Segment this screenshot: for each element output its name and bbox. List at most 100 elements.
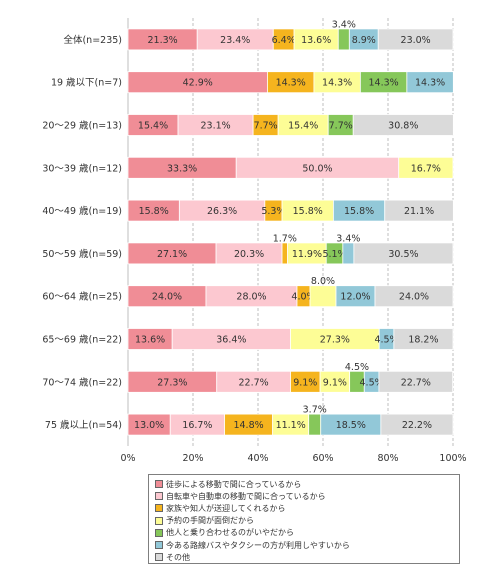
- legend-swatch: [155, 516, 163, 525]
- legend-label: 自転車や自動車の移動で間に合っているから: [166, 491, 326, 501]
- data-label: 7.7%: [254, 121, 278, 132]
- x-tick-label: 80%: [377, 453, 398, 464]
- category-label: 30～39 歳(n=12): [42, 162, 122, 174]
- data-label: 24.0%: [399, 292, 429, 303]
- legend-label: 他人と乗り合わせるのがいやだから: [166, 528, 294, 538]
- data-label: 27.1%: [157, 249, 187, 260]
- data-label: 18.5%: [336, 420, 366, 431]
- bar-segment: [337, 28, 350, 51]
- legend-swatch: [155, 492, 163, 501]
- category-label: 40～49 歳(n=19): [42, 205, 122, 217]
- data-label: 6.4%: [272, 35, 296, 46]
- data-label: 11.9%: [292, 249, 322, 260]
- data-label: 42.9%: [183, 78, 213, 89]
- data-label: 16.7%: [411, 163, 441, 174]
- data-label: 21.3%: [148, 35, 178, 46]
- data-label: 4.0%: [291, 292, 315, 303]
- data-label: 5.3%: [261, 206, 285, 217]
- legend-swatch: [155, 528, 163, 537]
- data-label: 3.4%: [332, 19, 356, 30]
- legend: 徒歩による移動で間に合っているから 自転車や自動車の移動で間に合っているから 家族や…: [148, 474, 460, 564]
- data-label: 7.7%: [329, 121, 353, 132]
- x-tick-label: 20%: [182, 453, 203, 464]
- legend-swatch: [155, 480, 163, 489]
- data-label: 24.0%: [152, 292, 182, 303]
- data-label: 13.6%: [135, 335, 165, 346]
- data-label: 50.0%: [302, 163, 332, 174]
- data-label: 3.7%: [303, 405, 327, 416]
- category-label: 19 歳以下(n=7): [51, 77, 122, 89]
- legend-swatch: [155, 504, 163, 513]
- bar-segment: [380, 413, 454, 436]
- category-label: 65～69 歳(n=22): [42, 334, 122, 346]
- legend-item: 予約の手間が面倒だから: [155, 515, 459, 527]
- bar-segment: [281, 242, 288, 265]
- data-label: 15.4%: [138, 121, 168, 132]
- data-label: 18.2%: [408, 335, 438, 346]
- bar-segment: [353, 242, 454, 265]
- bar-segment: [384, 199, 454, 222]
- category-label: 60～64 歳(n=25): [42, 291, 122, 303]
- data-label: 15.8%: [344, 206, 374, 217]
- data-label: 14.3%: [276, 78, 306, 89]
- legend-item: 家族や知人が送迎してくれるから: [155, 502, 459, 514]
- data-label: 9.1%: [323, 377, 347, 388]
- data-label: 11.1%: [276, 420, 306, 431]
- data-label: 14.8%: [233, 420, 263, 431]
- data-label: 8.9%: [352, 35, 376, 46]
- data-label: 36.4%: [216, 335, 246, 346]
- x-tick-label: 0%: [120, 453, 135, 464]
- legend-item: 徒歩による移動で間に合っているから: [155, 478, 459, 490]
- data-label: 15.8%: [139, 206, 169, 217]
- data-label: 27.3%: [320, 335, 350, 346]
- legend-item: 今ある路線バスやタクシーの方が利用しやすいから: [155, 539, 459, 551]
- data-label: 30.5%: [388, 249, 418, 260]
- legend-swatch: [155, 541, 163, 550]
- data-label: 12.0%: [340, 292, 370, 303]
- data-label: 27.3%: [157, 377, 187, 388]
- data-label: 26.3%: [207, 206, 237, 217]
- legend-item: 他人と乗り合わせるのがいやだから: [155, 527, 459, 539]
- category-label: 70～74 歳(n=22): [42, 376, 122, 388]
- bar-segment: [406, 71, 454, 94]
- legend-label: 今ある路線バスやタクシーの方が利用しやすいから: [166, 540, 350, 550]
- data-label: 22.7%: [401, 377, 431, 388]
- data-label: 22.7%: [239, 377, 269, 388]
- data-label: 23.1%: [200, 121, 230, 132]
- data-label: 1.7%: [273, 233, 297, 244]
- data-label: 14.3%: [415, 78, 445, 89]
- bar-segment: [352, 114, 454, 136]
- legend-swatch: [155, 553, 163, 562]
- bar-segment: [378, 370, 454, 393]
- bar-segment: [308, 413, 322, 436]
- bar-segment: [342, 242, 355, 265]
- data-label: 16.7%: [182, 420, 212, 431]
- data-label: 13.0%: [134, 420, 164, 431]
- data-label: 21.1%: [404, 206, 434, 217]
- data-label: 5.1%: [322, 249, 346, 260]
- data-label: 23.4%: [220, 35, 250, 46]
- bar-segment: [309, 285, 337, 308]
- category-label: 20～29 歳(n=13): [42, 120, 122, 132]
- data-label: 14.3%: [369, 78, 399, 89]
- legend-label: その他: [166, 552, 190, 562]
- data-label: 13.6%: [301, 35, 331, 46]
- legend-label: 家族や知人が送迎してくれるから: [166, 503, 286, 513]
- data-label: 15.8%: [293, 206, 323, 217]
- bar-segment: [377, 28, 454, 51]
- data-label: 22.2%: [402, 420, 432, 431]
- data-label: 4.5%: [345, 362, 369, 373]
- data-label: 9.1%: [293, 377, 317, 388]
- data-label: 23.0%: [401, 35, 431, 46]
- legend-label: 予約の手間が面倒だから: [166, 516, 254, 526]
- legend-item: 自転車や自動車の移動で間に合っているから: [155, 490, 459, 502]
- data-label: 20.3%: [234, 249, 264, 260]
- x-tick-label: 100%: [439, 453, 466, 464]
- data-label: 15.4%: [288, 121, 318, 132]
- legend-item: その他: [155, 551, 459, 563]
- data-label: 28.0%: [236, 292, 266, 303]
- data-label: 3.4%: [336, 233, 360, 244]
- data-label: 33.3%: [167, 163, 197, 174]
- bar-segment: [393, 328, 454, 350]
